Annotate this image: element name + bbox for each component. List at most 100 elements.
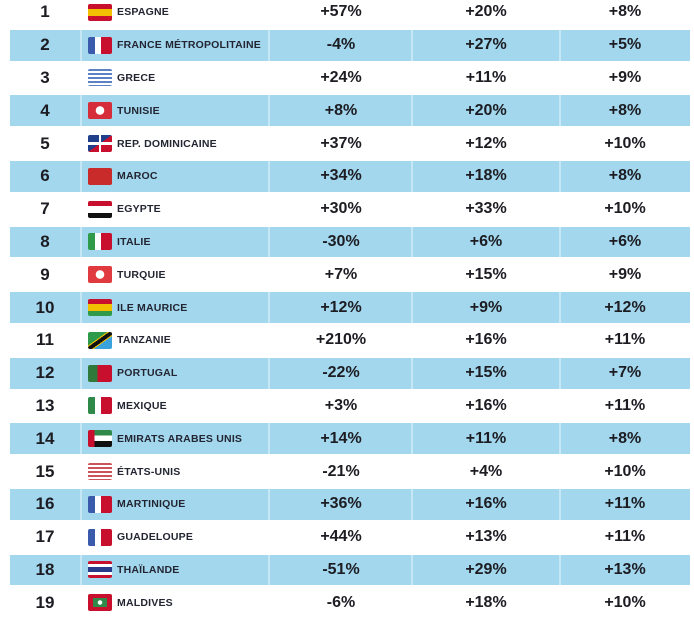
portugal-flag-icon [88, 364, 112, 382]
mexico-flag-icon [88, 397, 112, 415]
column-divider [80, 357, 82, 389]
value-col-3: +8% [608, 101, 642, 119]
column-divider [559, 95, 561, 127]
table-row: 5 REP. DOMINICAINE +37% +12% +10% [0, 127, 694, 160]
maldives-flag-icon [88, 594, 112, 612]
rank-cell: 5 [40, 133, 50, 153]
table-row: 10 ILE MAURICE +12% +9% +12% [0, 291, 694, 324]
value-col-2: +18% [465, 167, 507, 185]
value-col-2: +15% [465, 265, 507, 283]
country-cell: FRANCE MÉTROPOLITAINE [88, 36, 261, 54]
value-col-2: +4% [469, 462, 503, 480]
value-col-2: +16% [465, 495, 507, 513]
rank-cell: 14 [35, 428, 55, 448]
value-col-3: +8% [608, 3, 642, 21]
country-cell: TANZANIE [88, 331, 171, 349]
tanzania-flag-icon [88, 331, 112, 349]
country-name: GUADELOUPE [117, 531, 194, 544]
country-name: REP. DOMINICAINE [117, 137, 217, 150]
column-divider [80, 29, 82, 61]
column-divider [80, 95, 82, 127]
country-name: EMIRATS ARABES UNIS [117, 432, 243, 445]
country-cell: MEXIQUE [88, 397, 167, 415]
value-col-1: +30% [320, 200, 362, 218]
value-col-2: +16% [465, 396, 507, 414]
value-col-3: +13% [604, 560, 646, 578]
value-col-1: +3% [324, 396, 358, 414]
country-name: EGYPTE [117, 203, 161, 216]
rank-cell: 7 [40, 199, 50, 219]
country-name: ESPAGNE [117, 6, 169, 19]
country-cell: PORTUGAL [88, 364, 178, 382]
column-divider [268, 488, 270, 520]
table-row: 2 FRANCE MÉTROPOLITAINE -4% +27% +5% [0, 29, 694, 62]
france-flag-icon [88, 36, 112, 54]
value-col-1: -30% [322, 232, 360, 250]
rank-cell: 10 [35, 297, 55, 317]
value-col-1: -4% [326, 36, 356, 54]
country-cell: TURQUIE [88, 266, 166, 284]
value-col-3: +11% [604, 495, 646, 513]
country-cell: MALDIVES [88, 594, 173, 612]
table-row: 4 TUNISIE +8% +20% +8% [0, 94, 694, 127]
value-col-1: +210% [315, 331, 367, 349]
value-col-3: +10% [604, 200, 646, 218]
table-row: 11 TANZANIE +210% +16% +11% [0, 324, 694, 357]
column-divider [411, 488, 413, 520]
value-col-2: +16% [465, 331, 507, 349]
column-divider [411, 554, 413, 586]
table-row: 12 PORTUGAL -22% +15% +7% [0, 357, 694, 390]
country-name: ÉTATS-UNIS [117, 465, 181, 478]
greece-flag-icon [88, 69, 112, 87]
column-divider [559, 226, 561, 258]
rank-cell: 18 [35, 559, 55, 579]
value-col-1: +57% [320, 3, 362, 21]
column-divider [268, 160, 270, 192]
table-row: 15 ÉTATS-UNIS -21% +4% +10% [0, 455, 694, 488]
country-name: GRECE [117, 71, 156, 84]
column-divider [559, 160, 561, 192]
column-divider [80, 554, 82, 586]
column-divider [559, 488, 561, 520]
value-col-3: +10% [604, 593, 646, 611]
column-divider [268, 226, 270, 258]
value-col-2: +9% [469, 298, 503, 316]
spain-flag-icon [88, 3, 112, 21]
table-row: 17 GUADELOUPE +44% +13% +11% [0, 521, 694, 554]
country-cell: MARTINIQUE [88, 495, 186, 513]
value-col-1: +37% [320, 134, 362, 152]
value-col-1: +34% [320, 167, 362, 185]
country-cell: TUNISIE [88, 102, 160, 120]
column-divider [268, 29, 270, 61]
value-col-2: +11% [465, 68, 507, 86]
value-col-3: +9% [608, 68, 642, 86]
rank-cell: 3 [40, 67, 50, 87]
country-cell: ÉTATS-UNIS [88, 463, 181, 481]
country-name: ITALIE [117, 235, 151, 248]
value-col-1: -51% [322, 560, 360, 578]
country-cell: THAÏLANDE [88, 561, 179, 579]
rank-cell: 8 [40, 231, 50, 251]
value-col-2: +18% [465, 593, 507, 611]
table-row: 7 EGYPTE +30% +33% +10% [0, 193, 694, 226]
country-cell: ESPAGNE [88, 3, 169, 21]
country-cell: GRECE [88, 69, 156, 87]
rank-cell: 19 [35, 592, 55, 612]
value-col-3: +8% [608, 167, 642, 185]
column-divider [411, 160, 413, 192]
value-col-1: +36% [320, 495, 362, 513]
table-row: 13 MEXIQUE +3% +16% +11% [0, 390, 694, 423]
value-col-2: +29% [465, 560, 507, 578]
value-col-3: +10% [604, 134, 646, 152]
rank-cell: 11 [36, 330, 54, 350]
column-divider [80, 423, 82, 455]
column-divider [268, 357, 270, 389]
value-col-2: +11% [465, 429, 507, 447]
rank-cell: 6 [40, 166, 50, 186]
column-divider [411, 95, 413, 127]
value-col-3: +9% [608, 265, 642, 283]
country-cell: REP. DOMINICAINE [88, 135, 217, 153]
rank-cell: 17 [35, 527, 55, 547]
value-col-1: +14% [320, 429, 362, 447]
